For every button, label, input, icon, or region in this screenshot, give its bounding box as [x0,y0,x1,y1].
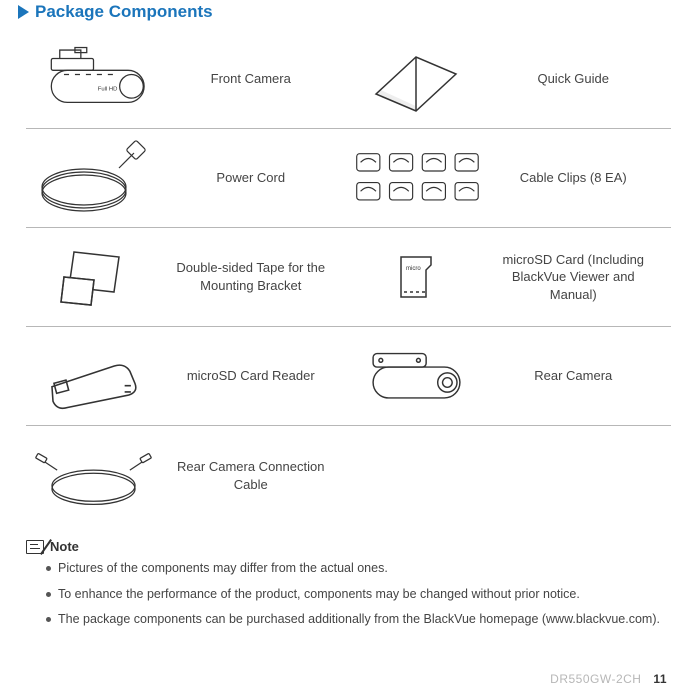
component-label: Rear Camera [484,367,664,385]
component-cell-cable-clips: Cable Clips (8 EA) [349,129,672,228]
quick-guide-icon [349,39,484,119]
section-header: Package Components [18,2,671,22]
tape-icon [26,237,161,317]
page-number: 11 [653,672,667,686]
power-cord-icon [26,138,161,218]
note-item: To enhance the performance of the produc… [46,586,671,604]
component-label: microSD Card Reader [161,367,341,385]
svg-text:Full HD: Full HD [98,87,118,93]
rear-camera-icon [349,336,484,416]
note-section: Note Pictures of the components may diff… [26,539,671,629]
component-label: Quick Guide [484,70,664,88]
note-header: Note [26,539,671,554]
page-footer: DR550GW-2CH 11 [550,672,667,686]
note-title: Note [50,539,79,554]
component-cell-tape: Double-sided Tape for the Mounting Brack… [26,228,349,327]
chevron-right-icon [18,5,29,19]
microsd-icon: micro [349,237,484,317]
front-camera-icon: Full HD [26,39,161,119]
note-list: Pictures of the components may differ fr… [26,560,671,629]
component-label: Rear Camera Connection Cable [161,458,341,493]
component-cell-microsd: micro microSD Card (Including BlackVue V… [349,228,672,327]
component-cell-rear-camera: Rear Camera [349,327,672,426]
note-icon [26,540,44,554]
svg-text:micro: micro [406,266,421,272]
component-cell-rear-cable: Rear Camera Connection Cable [26,426,349,525]
component-label: Double-sided Tape for the Mounting Brack… [161,259,341,294]
note-item: The package components can be purchased … [46,611,671,629]
rear-cable-icon [26,436,161,516]
component-label: Front Camera [161,70,341,88]
component-cell-front-camera: Full HD Front Camera [26,30,349,129]
section-title: Package Components [35,2,213,22]
component-cell-power-cord: Power Cord [26,129,349,228]
footer-model: DR550GW-2CH [550,672,641,686]
components-table: Full HD Front Camera Quick Guide Power [26,30,671,525]
cable-clips-icon [349,138,484,218]
note-item: Pictures of the components may differ fr… [46,560,671,578]
component-label: Power Cord [161,169,341,187]
component-cell-reader: microSD Card Reader [26,327,349,426]
component-cell-quick-guide: Quick Guide [349,30,672,129]
component-label: Cable Clips (8 EA) [484,169,664,187]
card-reader-icon [26,336,161,416]
component-cell-empty [349,426,672,525]
component-label: microSD Card (Including BlackVue Viewer … [484,251,664,304]
